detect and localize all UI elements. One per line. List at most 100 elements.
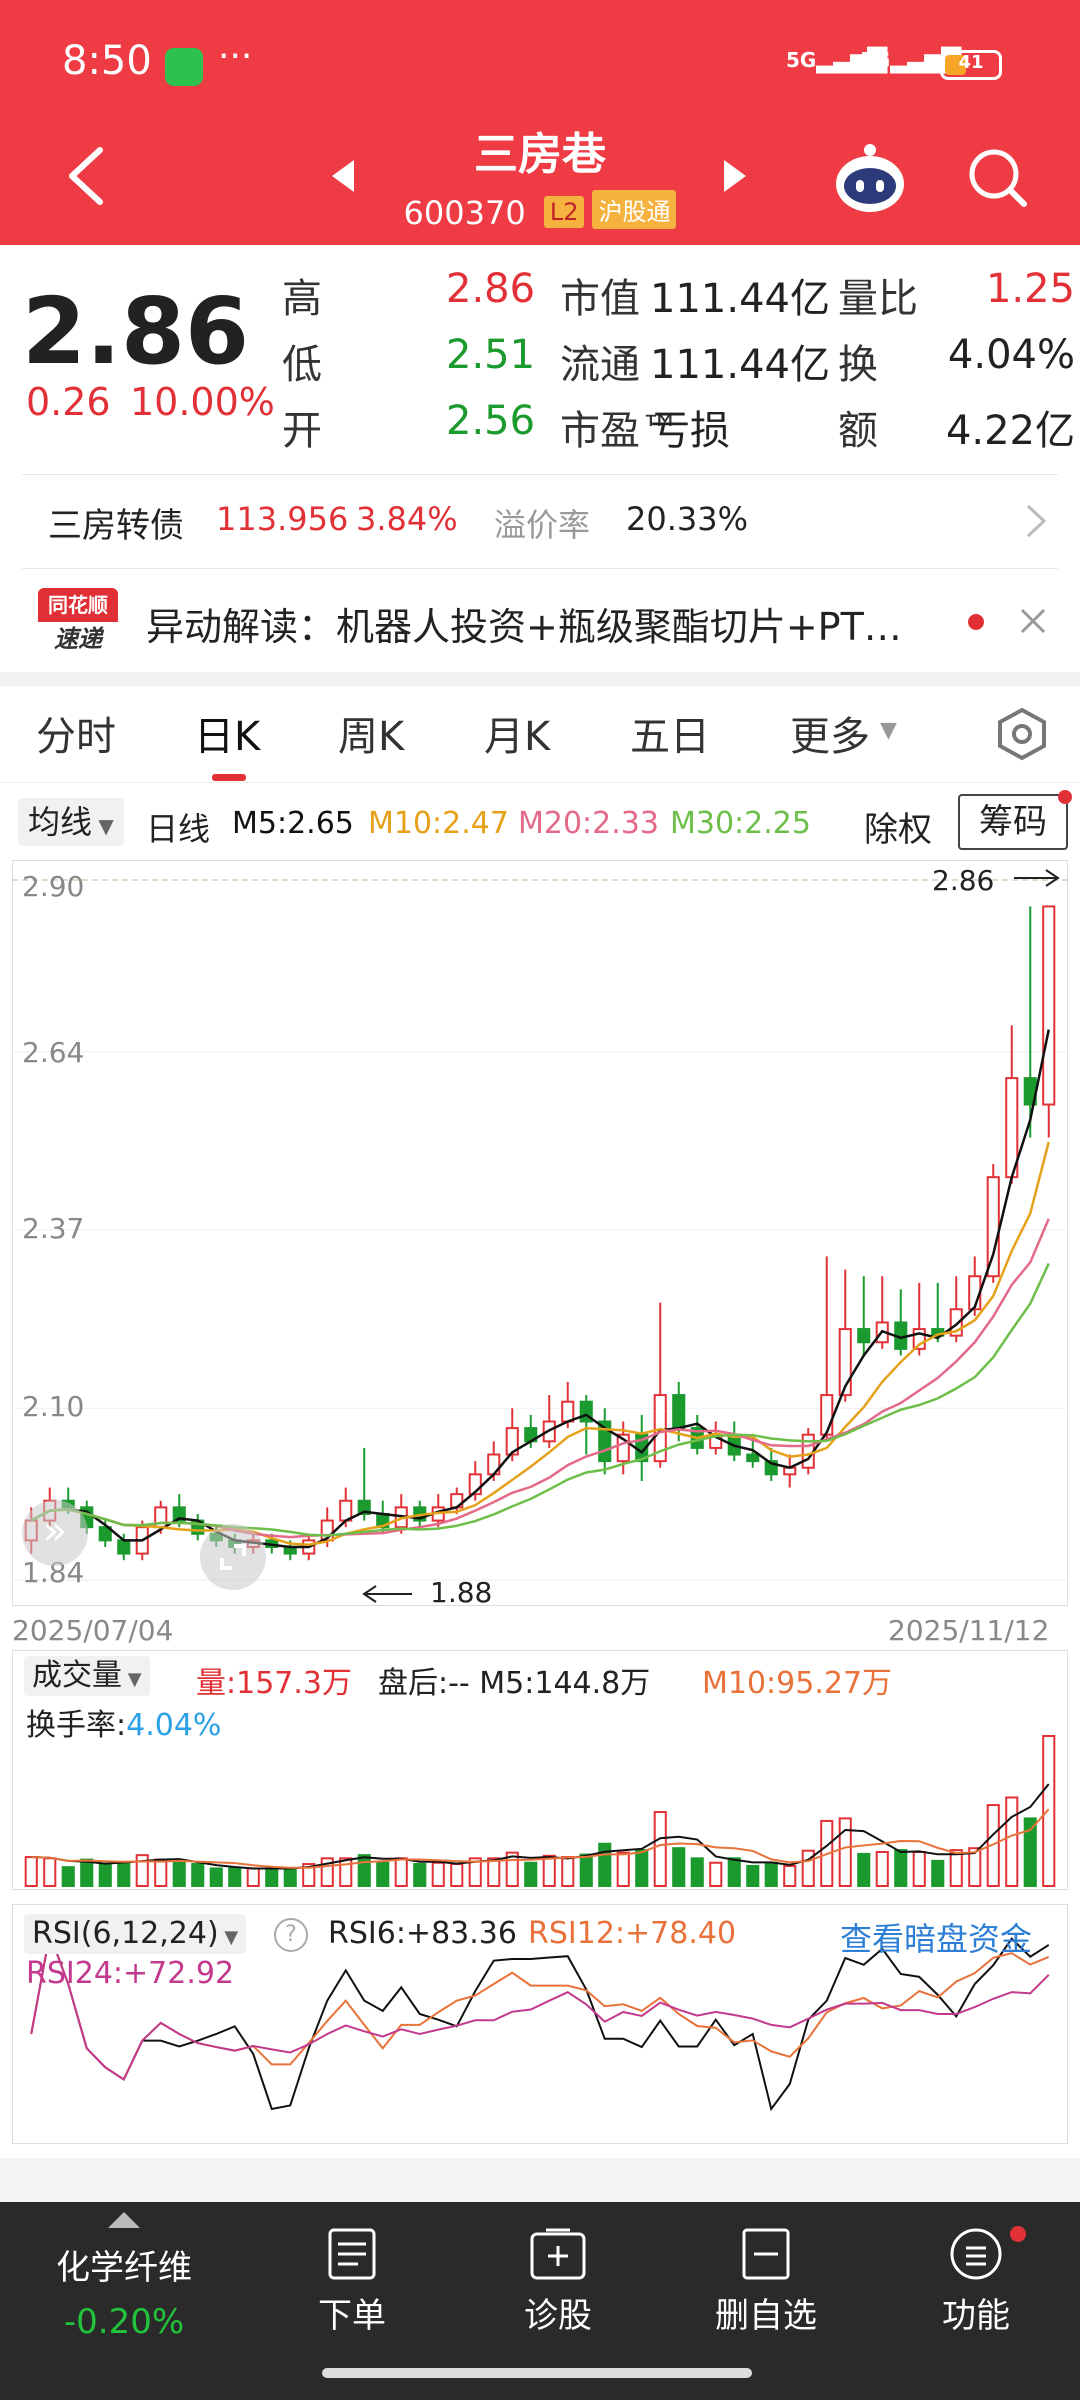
volume-bar xyxy=(228,1867,242,1887)
order-icon[interactable] xyxy=(324,2226,380,2282)
ex-right-button[interactable]: 除权 xyxy=(864,810,932,850)
y-axis-label: 2.10 xyxy=(22,1390,85,1423)
rsi-panel[interactable] xyxy=(12,1904,1068,2144)
quote-label: 量比 xyxy=(838,276,918,322)
turnover-row: 换手率:4.04% xyxy=(26,1700,221,1744)
wechat-icon xyxy=(165,48,203,86)
turnover-value: 4.04% xyxy=(126,1708,222,1743)
rsi-chart[interactable] xyxy=(12,1904,1068,2144)
volume-bar xyxy=(875,1850,889,1887)
section-gap xyxy=(0,2158,1080,2202)
last-price: 2.86 xyxy=(22,278,249,385)
signal-label-2: 5G xyxy=(860,48,891,72)
y-axis-label: 2.64 xyxy=(22,1036,85,1069)
volume-after-hours: 盘后:-- M5:144.8万 xyxy=(378,1666,651,1701)
volume-bar xyxy=(505,1851,519,1888)
quote-value: 2.56 xyxy=(446,398,536,444)
y-axis-label: 2.37 xyxy=(22,1212,85,1245)
volume-bar xyxy=(986,1804,1000,1887)
tab-2[interactable]: 周K xyxy=(338,714,405,760)
nav-order[interactable]: 下单 xyxy=(318,2296,386,2336)
date-start: 2025/07/04 xyxy=(12,1614,174,1647)
chevron-right-icon[interactable] xyxy=(1024,502,1048,540)
sector-name[interactable]: 化学纤维 xyxy=(56,2248,192,2288)
sector-pct: -0.20% xyxy=(63,2302,185,2342)
volume-m10: M10:95.27万 xyxy=(702,1666,893,1701)
unread-dot xyxy=(968,614,984,630)
volume-bar xyxy=(579,1853,593,1888)
quote-label: 低 xyxy=(282,342,322,388)
volume-bar xyxy=(931,1859,945,1888)
indicator-dropdown[interactable]: 均线 ▼ xyxy=(18,798,124,846)
bond-name[interactable]: 三房转债 xyxy=(48,506,184,546)
search-icon[interactable] xyxy=(966,146,1030,210)
candle-body xyxy=(468,1473,482,1496)
tab-5[interactable]: 更多 xyxy=(790,714,870,760)
volume-bar xyxy=(487,1857,501,1887)
help-icon[interactable]: ? xyxy=(274,1918,308,1952)
quote-label: 开 xyxy=(282,408,322,454)
nav-diagnose[interactable]: 诊股 xyxy=(524,2296,592,2336)
ma-line-0 xyxy=(30,1029,1050,1549)
divider xyxy=(22,474,1058,475)
functions-icon[interactable] xyxy=(948,2226,1004,2282)
price-change: 0.26 xyxy=(26,380,111,424)
quote-value: 2.86 xyxy=(446,266,536,312)
quote-label: 换 xyxy=(838,342,878,388)
tab-4[interactable]: 五日 xyxy=(630,714,710,760)
prev-stock-icon[interactable] xyxy=(330,158,356,194)
volume-bar xyxy=(524,1861,538,1887)
kline-chart[interactable] xyxy=(12,860,1068,1606)
volume-bar xyxy=(653,1811,667,1887)
quote-value: 111.44亿 xyxy=(650,342,830,388)
y-axis-label: 2.90 xyxy=(22,870,85,903)
volume-bar xyxy=(783,1864,797,1888)
volume-bar xyxy=(949,1849,963,1887)
quote-value: 1.25 xyxy=(985,266,1075,312)
volume-dropdown[interactable]: 成交量 ▼ xyxy=(24,1656,150,1696)
kline-panel[interactable] xyxy=(12,860,1068,1606)
close-icon[interactable] xyxy=(1018,606,1048,636)
robot-assistant-icon[interactable] xyxy=(832,140,908,216)
ma20-value: M20:2.33 xyxy=(518,806,659,841)
connect-tag: 沪股通 xyxy=(592,190,677,229)
quote-label: 高 xyxy=(282,276,322,322)
signal-icon: 5G▂▃▅▇ xyxy=(786,44,887,74)
volume-ma-1 xyxy=(31,1808,1050,1869)
next-stock-icon[interactable] xyxy=(722,158,748,194)
arrow-left-icon xyxy=(362,1585,412,1603)
high-price-mark: 2.86 xyxy=(932,864,995,897)
tab-3[interactable]: 月K xyxy=(484,714,551,760)
bond-price: 113.956 xyxy=(216,500,349,538)
nav-remove-watchlist[interactable]: 删自选 xyxy=(715,2296,817,2336)
volume-value: 量:157.3万 xyxy=(196,1666,352,1701)
volume-chart[interactable] xyxy=(12,1650,1068,1890)
chips-button[interactable]: 筹码 xyxy=(958,794,1068,850)
home-indicator[interactable] xyxy=(322,2368,752,2378)
volume-panel[interactable] xyxy=(12,1650,1068,1890)
remove-watchlist-icon[interactable] xyxy=(740,2226,792,2282)
quote-label: 额 xyxy=(838,408,878,454)
volume-bar xyxy=(764,1861,778,1887)
diagnose-icon[interactable] xyxy=(528,2226,588,2282)
fullscreen-icon[interactable] xyxy=(200,1524,266,1590)
volume-bar xyxy=(690,1857,704,1887)
indicator-dropdown-label: 均线 xyxy=(28,803,93,841)
quote-value: 4.22亿 xyxy=(945,408,1075,454)
volume-bar xyxy=(413,1863,427,1887)
rsi-dropdown[interactable]: RSI(6,12,24) ▼ xyxy=(24,1914,247,1954)
volume-bar xyxy=(746,1864,760,1888)
nav-functions[interactable]: 功能 xyxy=(942,2296,1010,2336)
expand-left-icon[interactable]: » xyxy=(22,1500,88,1566)
news-ticker[interactable]: 异动解读：机器人投资+瓶级聚酯切片+PT… xyxy=(146,605,902,649)
volume-bar xyxy=(709,1861,723,1887)
candle-body xyxy=(616,1433,630,1463)
dark-pool-link[interactable]: 查看暗盘资金 xyxy=(840,1920,1033,1958)
settings-hex-icon[interactable] xyxy=(994,706,1050,762)
bond-pct: 3.84% xyxy=(356,500,458,538)
tab-0[interactable]: 分时 xyxy=(36,714,116,760)
tab-1[interactable]: 日K xyxy=(194,714,261,760)
candle-body xyxy=(672,1394,686,1430)
ma-line-2 xyxy=(30,1218,1050,1539)
back-arrow-icon[interactable] xyxy=(64,146,108,206)
